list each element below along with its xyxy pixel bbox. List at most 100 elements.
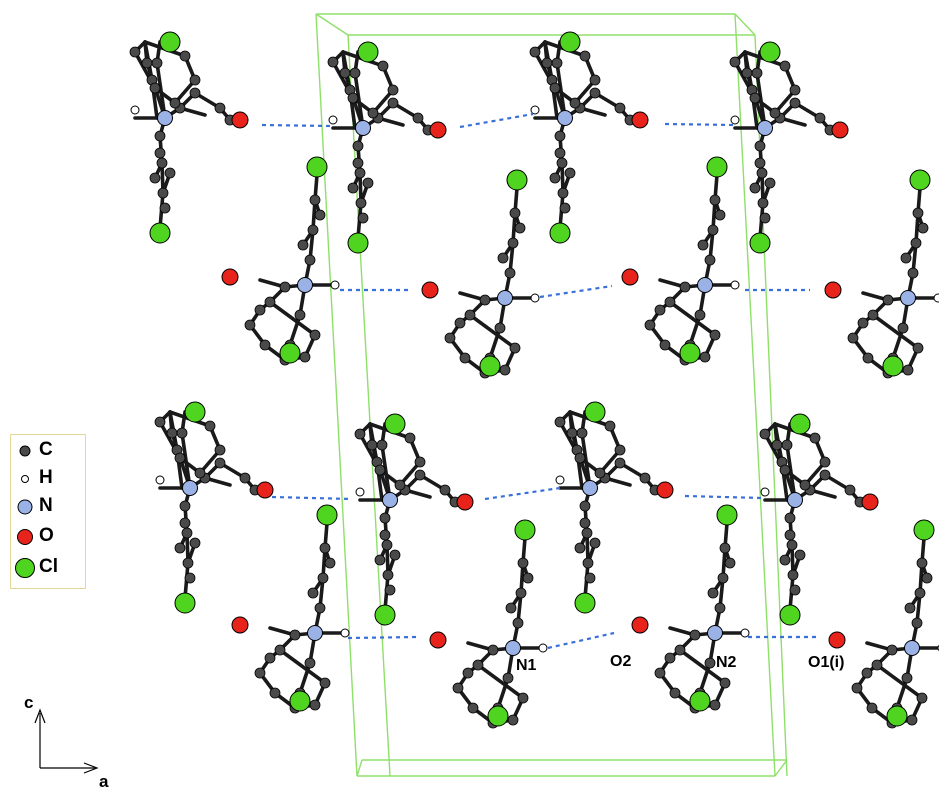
atom-legend: C H N O Cl (10, 434, 86, 589)
carbon-atom (314, 209, 326, 221)
carbon-atom (717, 572, 729, 584)
carbon-atom (204, 420, 216, 432)
nitrogen-atom (307, 625, 323, 641)
chlorine-atom (184, 401, 206, 423)
chlorine-atom (289, 690, 311, 712)
carbon-atom (912, 207, 924, 219)
carbon-atom (189, 87, 201, 99)
carbon-atom (529, 46, 541, 58)
bond (468, 313, 517, 350)
chlorine-atom (749, 232, 771, 254)
carbon-atom (704, 254, 716, 266)
hydrogen-atom (130, 105, 140, 115)
carbon-atom (654, 667, 666, 679)
bond (871, 313, 920, 350)
unit-cell-edge (734, 13, 756, 36)
oxygen-atom (221, 268, 239, 286)
carbon-atom (819, 469, 831, 481)
nitrogen-atom (582, 480, 598, 496)
legend-label: C (39, 439, 53, 460)
molecule (327, 41, 447, 254)
nitrogen-atom (697, 277, 713, 293)
hydrogen-bond (539, 284, 613, 299)
carbon-atom (867, 309, 879, 321)
carbon-atom (307, 587, 319, 599)
carbon-atom (279, 281, 291, 293)
oxygen-atom (656, 481, 674, 499)
chlorine-atom (759, 41, 781, 63)
unit-cell-edge (315, 13, 358, 777)
chlorine-atom (789, 413, 811, 435)
hydrogen-bond (484, 486, 561, 501)
carbon-atom (779, 554, 791, 566)
legend-item-h: H (11, 466, 87, 492)
chlorine-atom (882, 355, 904, 377)
oxygen-atom-icon (17, 529, 33, 545)
carbon-atom (789, 84, 801, 96)
carbon-atom (464, 309, 476, 321)
carbon-atom (166, 427, 178, 439)
carbon-atom (502, 672, 514, 684)
oxygen-atom (824, 281, 842, 299)
carbon-atom (509, 342, 521, 354)
carbon-atom (174, 452, 186, 464)
carbon-atom (294, 309, 306, 321)
carbon-atom (174, 542, 186, 554)
carbon-atom (669, 687, 681, 699)
hydrogen-atom (538, 643, 548, 653)
carbon-atom (614, 444, 626, 456)
carbon-atom (309, 699, 321, 711)
hydrogen-atom (740, 628, 750, 638)
chlorine-atom (316, 504, 338, 526)
carbon-atom (862, 352, 874, 364)
atom-label-n1: N1 (516, 657, 537, 674)
carbon-atom (906, 714, 918, 726)
hydrogen-atom (730, 115, 740, 125)
carbon-atom (151, 57, 163, 69)
carbon-atom (352, 140, 364, 152)
carbon-atom (184, 572, 196, 584)
bond (268, 300, 317, 337)
carbon-atom (754, 140, 766, 152)
carbon-atom (916, 557, 928, 569)
chlorine-atom (909, 169, 931, 191)
carbon-atom (297, 239, 309, 251)
nitrogen-atom (900, 290, 916, 306)
carbon-atom (154, 147, 166, 159)
carbon-atom (639, 472, 651, 484)
oxygen-atom (456, 493, 474, 511)
carbon-atom (569, 97, 581, 109)
chlorine-atom (159, 31, 181, 53)
carbon-atom (289, 629, 301, 641)
legend-item-cl: Cl (11, 555, 87, 581)
hydrogen-bond (664, 122, 736, 127)
legend-item-n: N (11, 494, 87, 520)
chlorine-atom (479, 355, 501, 377)
carbon-atom (387, 97, 399, 109)
carbon-atom (307, 224, 319, 236)
carbon-atom (557, 187, 569, 199)
carbon-atom (861, 667, 873, 679)
chlorine-atom (716, 504, 738, 526)
molecule (221, 156, 340, 366)
carbon-atom (679, 281, 691, 293)
carbon-atom (149, 172, 161, 184)
hydrogen-atom (730, 280, 740, 290)
carbon-atom (779, 60, 791, 72)
chlorine-atom (174, 592, 196, 614)
carbon-atom (714, 602, 726, 614)
carbon-atom (709, 699, 721, 711)
oxygen-atom (831, 121, 849, 139)
nitrogen-atom (707, 625, 723, 641)
unit-cell-edge (734, 13, 776, 777)
carbon-atom (729, 56, 741, 68)
carbon-atom (589, 537, 601, 549)
carbon-atom (181, 527, 193, 539)
carbon-atom (412, 112, 424, 124)
carbon-atom (377, 60, 389, 72)
hydrogen-bond (684, 494, 763, 500)
molecule (154, 401, 274, 614)
carbon-atom (319, 542, 331, 554)
carbon-atom (847, 332, 859, 344)
